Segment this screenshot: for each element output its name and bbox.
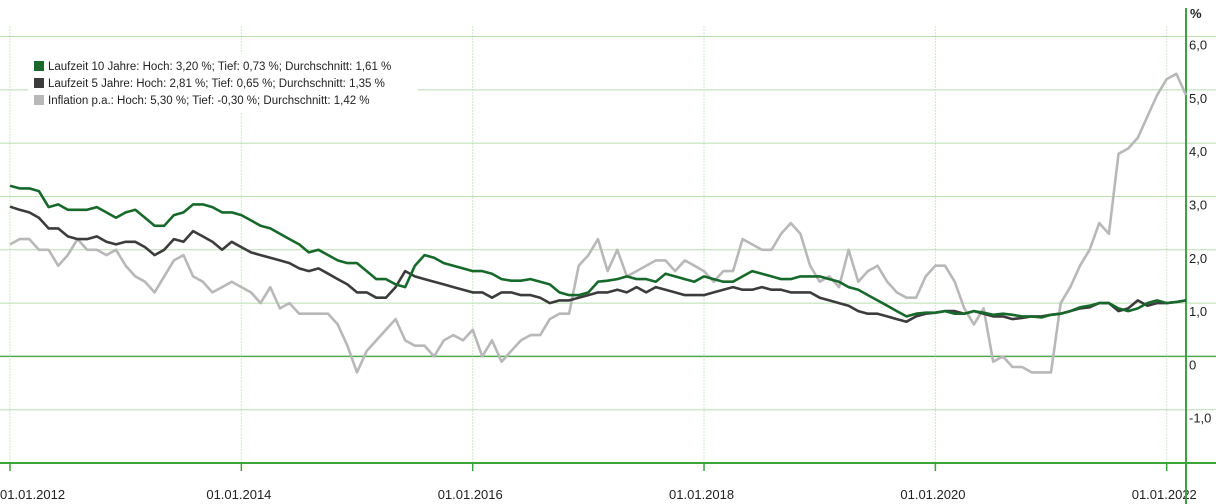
series-line (9, 184, 1187, 319)
y-tick-label: 4,0 (1189, 144, 1207, 159)
y-tick-label: -1,0 (1189, 411, 1211, 426)
y-tick-label: 5,0 (1189, 91, 1207, 106)
y-tick-label: 0 (1189, 357, 1196, 372)
legend-swatch (34, 61, 44, 71)
x-tick-label: 01.01.2020 (900, 487, 965, 502)
x-tick-label: 01.01.2016 (438, 487, 503, 502)
legend-label: Inflation p.a.: Hoch: 5,30 %; Tief: -0,3… (48, 95, 370, 107)
legend-swatch (34, 78, 44, 88)
legend-label: Laufzeit 10 Jahre: Hoch: 3,20 %; Tief: 0… (48, 61, 391, 73)
legend-swatch (34, 95, 44, 105)
y-tick-label: 6,0 (1189, 38, 1207, 53)
y-tick-label: 3,0 (1189, 197, 1207, 212)
y-tick-label: 2,0 (1189, 251, 1207, 266)
y-tick-label: 1,0 (1189, 304, 1207, 319)
x-tick-label: 01.01.2012 (0, 487, 65, 502)
y-axis-label: % (1190, 6, 1202, 21)
legend-label: Laufzeit 5 Jahre: Hoch: 2,81 %; Tief: 0,… (48, 78, 385, 90)
x-tick-label: 01.01.2014 (206, 487, 271, 502)
legend-box (28, 54, 418, 112)
x-tick-label: 01.01.2018 (669, 487, 734, 502)
series-line (9, 72, 1188, 374)
x-tick-label: 01.01.2022 (1132, 487, 1197, 502)
series-line (9, 205, 1187, 323)
